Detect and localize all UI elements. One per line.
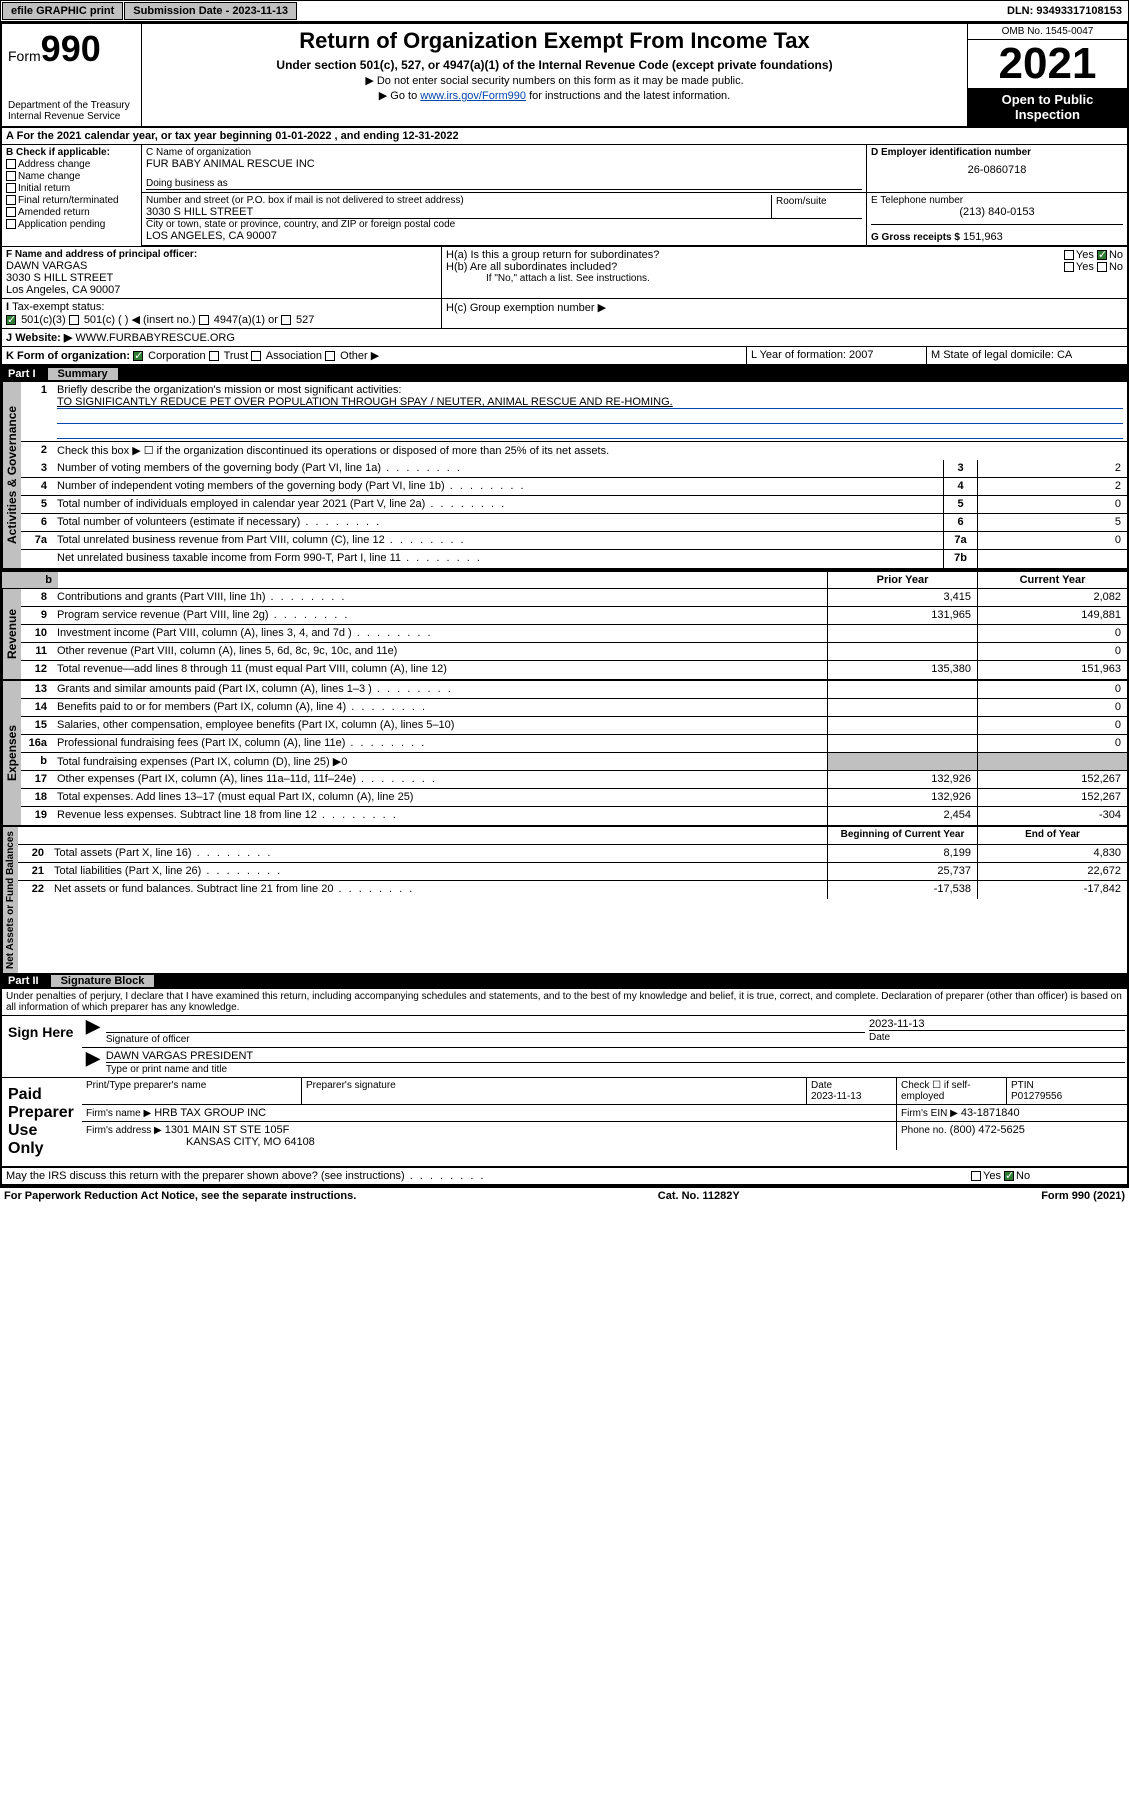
gross-receipts: 151,963 <box>963 231 1003 243</box>
firm-phone: (800) 472-5625 <box>950 1124 1025 1136</box>
d-label: D Employer identification number <box>871 147 1123 158</box>
note-ssn: ▶ Do not enter social security numbers o… <box>150 74 959 87</box>
block-bcdefgh: B Check if applicable: Address change Na… <box>2 145 1127 247</box>
irs-label: Internal Revenue Service <box>8 111 135 122</box>
inspection-label: Open to Public Inspection <box>968 88 1127 126</box>
firm-name: HRB TAX GROUP INC <box>154 1107 266 1119</box>
top-bar: efile GRAPHIC print Submission Date - 20… <box>0 0 1129 22</box>
tab-netassets: Net Assets or Fund Balances <box>2 827 18 973</box>
officer-name: DAWN VARGAS <box>6 260 437 272</box>
paid-preparer-label: Paid Preparer Use Only <box>2 1078 82 1166</box>
firm-ein: 43-1871840 <box>961 1107 1020 1119</box>
line-a: A For the 2021 calendar year, or tax yea… <box>2 128 463 144</box>
tab-expenses: Expenses <box>2 681 21 825</box>
b-label: B Check if applicable: <box>6 147 137 158</box>
street-address: 3030 S HILL STREET <box>146 206 771 218</box>
c-name-label: C Name of organization <box>146 147 862 158</box>
city-state-zip: LOS ANGELES, CA 90007 <box>146 230 862 242</box>
dln-label: DLN: 93493317108153 <box>1001 3 1128 19</box>
form-prefix: Form <box>8 48 41 64</box>
sign-here-label: Sign Here <box>2 1016 82 1077</box>
page-footer: For Paperwork Reduction Act Notice, see … <box>0 1188 1129 1204</box>
form-title: Return of Organization Exempt From Incom… <box>150 28 959 54</box>
ptin: P01279556 <box>1011 1091 1062 1102</box>
form-header: Form990 Department of the Treasury Inter… <box>2 24 1127 128</box>
tax-year: 2021 <box>968 40 1127 88</box>
officer-signature-name: DAWN VARGAS PRESIDENT <box>106 1050 1125 1062</box>
dept-label: Department of the Treasury <box>8 100 135 111</box>
declaration: Under penalties of perjury, I declare th… <box>2 989 1127 1016</box>
part1-header: Part ISummary <box>2 366 1127 382</box>
phone-value: (213) 840-0153 <box>871 206 1123 218</box>
efile-button[interactable]: efile GRAPHIC print <box>2 2 123 20</box>
part2-header: Part IISignature Block <box>2 973 1127 989</box>
irs-link[interactable]: www.irs.gov/Form990 <box>420 90 526 102</box>
form-number: 990 <box>41 28 101 69</box>
tab-governance: Activities & Governance <box>2 382 21 568</box>
tab-revenue: Revenue <box>2 589 21 679</box>
form-subtitle: Under section 501(c), 527, or 4947(a)(1)… <box>150 58 959 72</box>
org-name: FUR BABY ANIMAL RESCUE INC <box>146 158 862 170</box>
e-label: E Telephone number <box>871 195 1123 206</box>
ein-value: 26-0860718 <box>871 164 1123 176</box>
omb-number: OMB No. 1545-0047 <box>968 24 1127 40</box>
submission-date: Submission Date - 2023-11-13 <box>124 2 297 20</box>
website: WWW.FURBABYRESCUE.ORG <box>75 332 235 344</box>
